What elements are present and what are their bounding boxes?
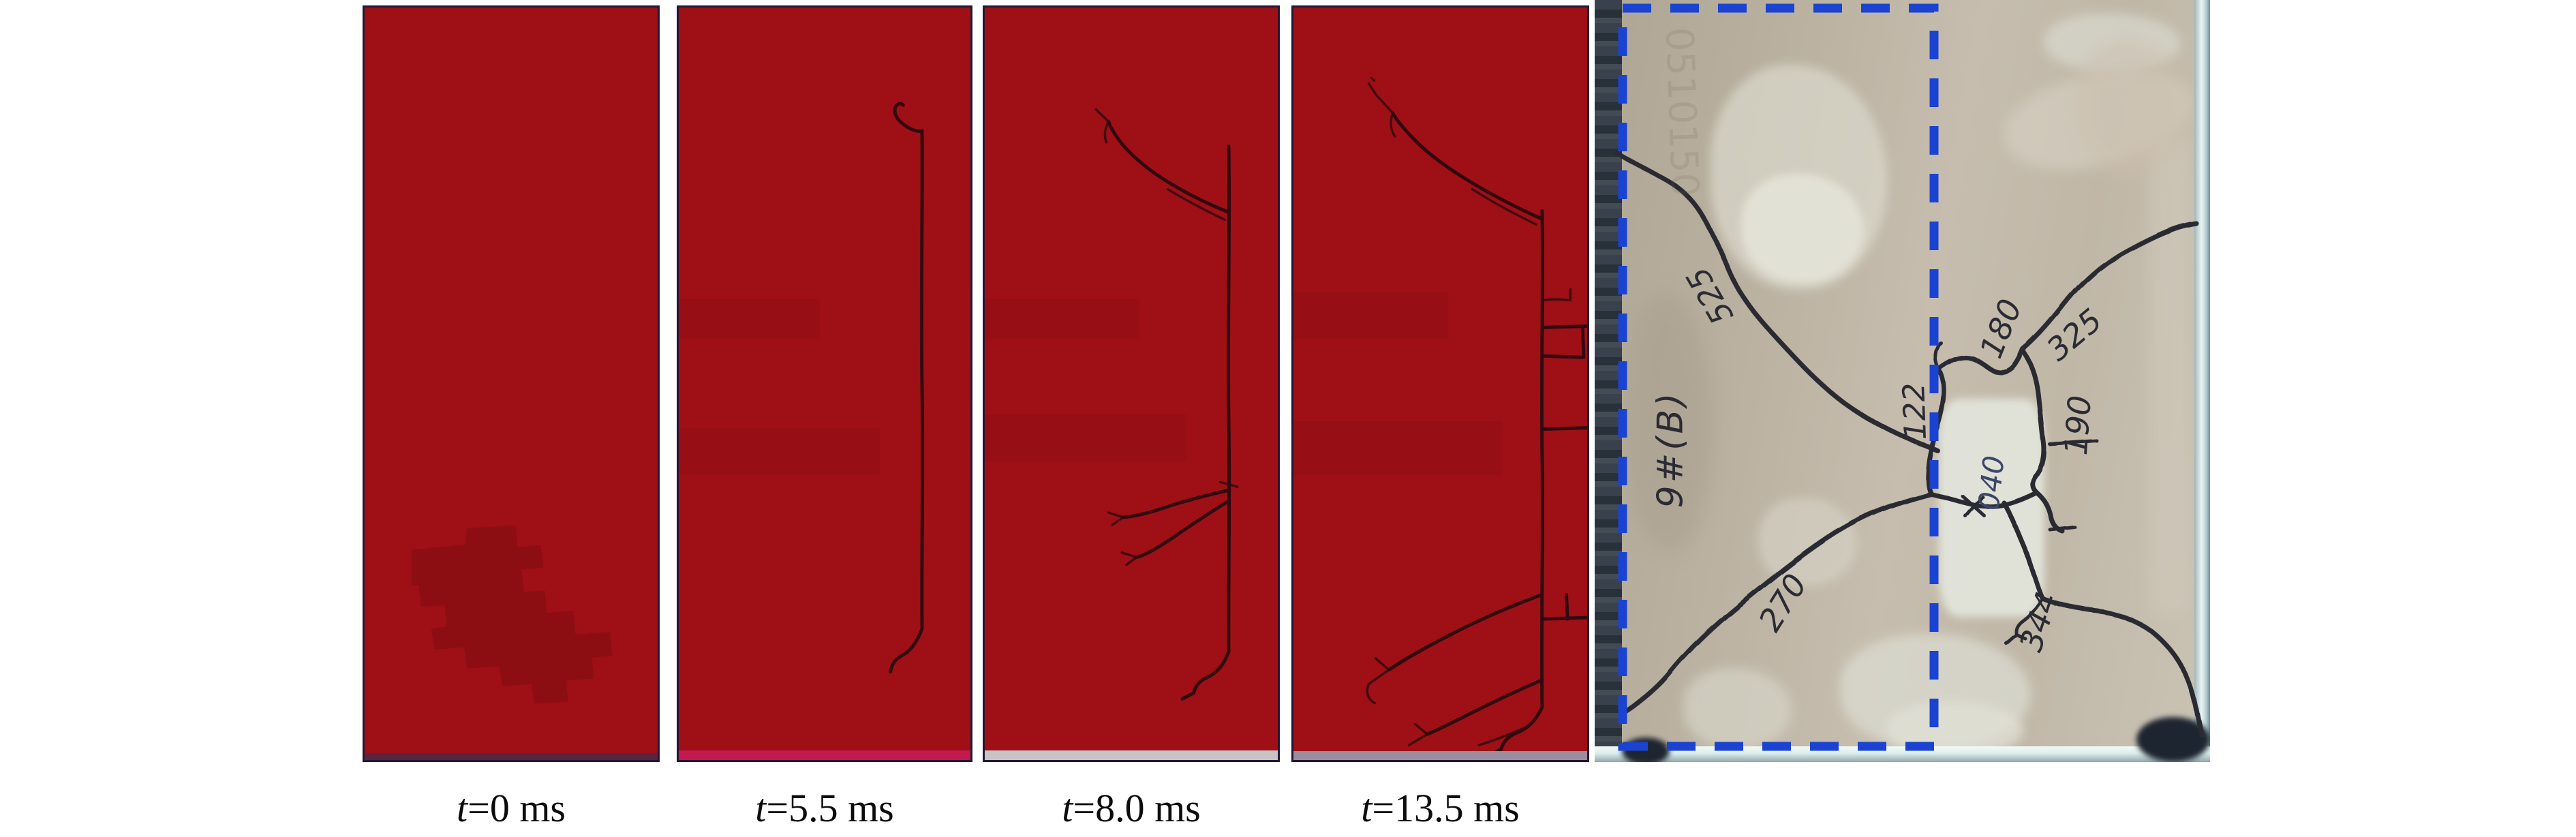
time-caption-1: t=0 ms: [363, 785, 660, 830]
crack-map-overlay: [1614, 3, 2205, 751]
simulation-panel-t13-5: [1291, 5, 1589, 762]
bottom-diagonal-1-fork: [1366, 657, 1390, 705]
crack-lower-left: [1620, 491, 1933, 716]
faint-damage-band: [985, 414, 1186, 462]
crack-loop-top: [1936, 348, 2025, 375]
specimen-photo: 525 9#(B) 122 180 325 190 040 270 344 05…: [1595, 0, 2210, 762]
time-variable: t: [456, 786, 468, 830]
top-diagonal-crack: [1107, 119, 1231, 214]
crack-to-corner: [2040, 596, 2205, 738]
crack-upper-right: [2020, 220, 2198, 353]
vertical-crack: [1226, 144, 1231, 654]
crack-lower-right-hook: [2004, 596, 2044, 645]
bottom-diagonal-2: [1425, 678, 1544, 736]
crack-length-040: 040: [1972, 454, 2011, 512]
simulation-panel-t5-5: [677, 5, 972, 762]
time-variable: t: [755, 786, 767, 830]
faint-damage-band: [1293, 421, 1502, 476]
right-branch-box: [1540, 324, 1587, 359]
crossing-stub: [1218, 481, 1239, 488]
damage-overlay-t0: [412, 525, 613, 704]
bottom-diagonal-3: [1477, 726, 1527, 746]
panel-bottom-boundary-strip: [985, 750, 1278, 760]
crack-bottom-hook: [889, 626, 924, 674]
top-crack-fork: [1094, 108, 1110, 144]
faint-damage-band: [1293, 292, 1448, 340]
simulation-panel-t8-0: [983, 5, 1280, 762]
crack-length-122: 122: [1897, 382, 1933, 441]
time-value: =8.0 ms: [1073, 786, 1201, 830]
faint-damage-blob: [412, 525, 613, 704]
right-branch-mid: [1540, 426, 1587, 431]
panel-bottom-boundary-strip: [679, 750, 970, 760]
top-crack-fork: [1367, 76, 1396, 138]
shaded-area: [1625, 293, 1714, 552]
time-variable: t: [1361, 786, 1373, 830]
time-value: =5.5 ms: [766, 786, 894, 830]
spall-patch: [1741, 174, 1864, 283]
crack-upper-left: [1614, 151, 1941, 454]
time-value: =0 ms: [467, 786, 566, 830]
faint-damage-band: [679, 427, 880, 476]
damage-overlay-t13-5: [1293, 76, 1587, 758]
time-value: =13.5 ms: [1372, 786, 1520, 830]
damage-overlay-t8-0: [985, 108, 1239, 701]
simulation-panel-t0: [363, 5, 660, 762]
crack-lower-right: [2001, 500, 2045, 601]
measurement-leader: [2048, 439, 2099, 446]
top-diagonal-crack-parallel: [1166, 187, 1226, 222]
crack-loop-left: [1925, 367, 1947, 496]
time-caption-4: t=13.5 ms: [1291, 785, 1589, 830]
crack-length-190: 190: [2057, 394, 2098, 457]
top-diagonal-crack-parallel: [1471, 187, 1537, 226]
crack-top-hook: [893, 102, 924, 133]
light-band: [2150, 136, 2191, 613]
spall-patch: [1758, 498, 1857, 586]
time-variable: t: [1062, 786, 1073, 830]
frame-bottom-strip: [1595, 746, 2210, 762]
bottom-branch-lower-fork: [1120, 551, 1138, 566]
right-branch-stub: [1541, 288, 1572, 302]
bottom-branch-lower: [1135, 499, 1231, 560]
top-diagonal-crack: [1391, 111, 1544, 221]
panel-bottom-boundary-strip: [1293, 751, 1587, 760]
frame-left-strip: [1595, 0, 1622, 762]
time-caption-3: t=8.0 ms: [983, 785, 1280, 830]
bottom-diagonal-2-fork: [1407, 722, 1428, 746]
panel-bottom-boundary-strip: [365, 753, 658, 760]
junction-x-mark: [1961, 494, 1987, 519]
spall-patch: [2072, 41, 2194, 177]
faint-damage-band: [679, 299, 821, 340]
crack-loop-right: [2020, 348, 2065, 534]
bottom-branch-upper-fork: [1107, 511, 1124, 526]
frame-right-strip: [2194, 0, 2210, 762]
bottom-branch-upper: [1121, 488, 1231, 519]
faint-damage-band: [985, 299, 1139, 340]
damage-overlay-t5-5: [679, 102, 925, 674]
tick-mark: [2048, 525, 2076, 532]
bottom-diagonal-1: [1387, 592, 1544, 672]
blue-dashed-roi: [1618, 3, 1939, 751]
crack-bottom-hook: [1180, 650, 1231, 701]
vertical-crack: [919, 129, 925, 630]
spall-patch: [1683, 668, 1792, 750]
time-caption-2: t=5.5 ms: [677, 785, 972, 830]
specimen-id-label: 9#(B): [1650, 390, 1691, 508]
right-branch-low: [1540, 592, 1587, 621]
ghost-stamp-mark: 0510150: [1656, 26, 1707, 198]
